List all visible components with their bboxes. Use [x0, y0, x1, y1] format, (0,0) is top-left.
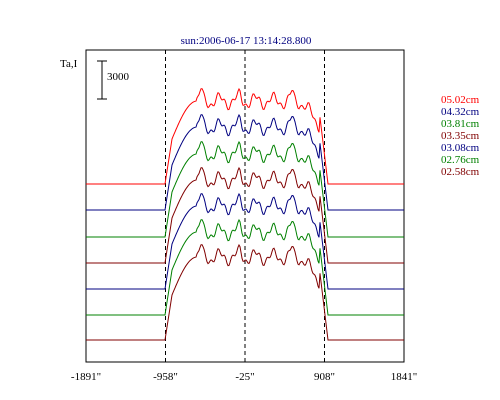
- legend-entry: 05.02cm: [441, 94, 480, 106]
- series-line-03.35cm: [86, 166, 404, 264]
- y-axis-label: Ta,I: [60, 58, 78, 70]
- x-tick-label: -25": [235, 371, 254, 383]
- x-tick-label: 1841": [391, 371, 418, 383]
- scale-bar-label: 3000: [107, 71, 130, 83]
- chart-title: sun:2006-06-17 13:14:28.800: [181, 35, 312, 47]
- scale-bar: 3000: [97, 60, 130, 100]
- x-tick-label: 908": [314, 371, 335, 383]
- series-line-02.76cm: [86, 218, 404, 316]
- series-line-04.32cm: [86, 113, 404, 211]
- legend-entry: 03.81cm: [441, 118, 480, 130]
- legend-entry: 03.08cm: [441, 142, 480, 154]
- x-tick-label: -958": [153, 371, 178, 383]
- legend-entry: 02.58cm: [441, 166, 480, 178]
- legend: 05.02cm04.32cm03.81cm03.35cm03.08cm02.76…: [441, 94, 480, 178]
- series-group: [86, 87, 404, 341]
- legend-entry: 04.32cm: [441, 106, 480, 118]
- series-line-03.81cm: [86, 140, 404, 238]
- series-line-02.58cm: [86, 243, 404, 341]
- series-line-03.08cm: [86, 192, 404, 290]
- x-tick-label: -1891": [71, 371, 101, 383]
- legend-entry: 02.76cm: [441, 154, 480, 166]
- x-axis: -1891" -958" -25" 908" 1841": [71, 371, 417, 383]
- series-line-05.02cm: [86, 87, 404, 185]
- legend-entry: 03.35cm: [441, 130, 480, 142]
- reference-lines: [165, 50, 325, 362]
